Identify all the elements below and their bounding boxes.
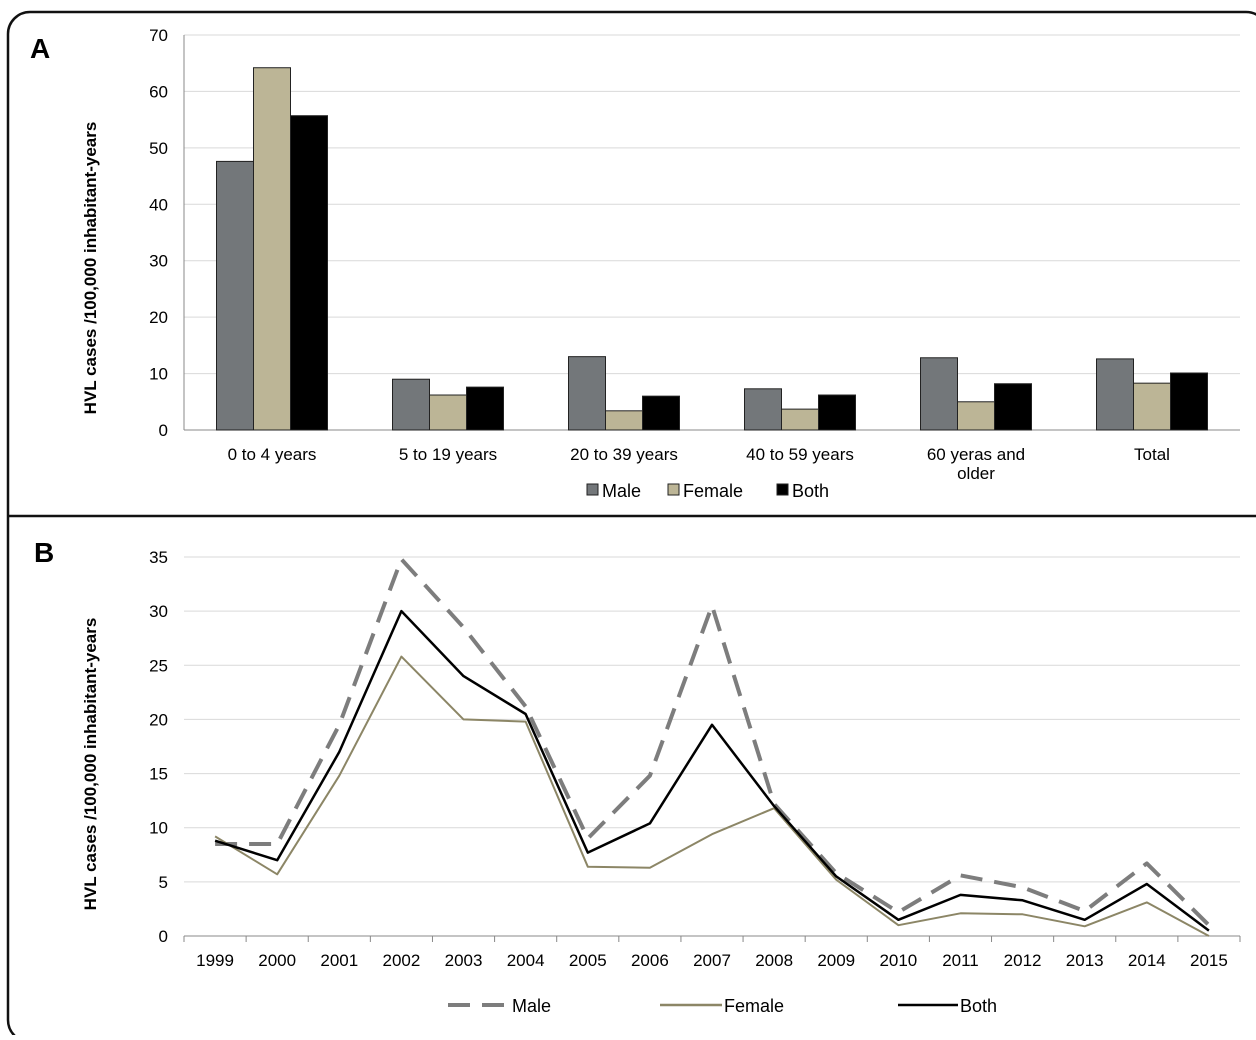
- bar-female-5-to-19-years: [430, 395, 467, 430]
- legend-swatch-male: [587, 484, 598, 495]
- y-tick-label: 0: [159, 421, 168, 440]
- x-tick-label: 2001: [320, 951, 358, 970]
- bar-male-40-to-59-years: [745, 389, 782, 430]
- x-tick-label: 2013: [1066, 951, 1104, 970]
- legend-label-male: Male: [602, 481, 641, 501]
- y-tick-label: 10: [149, 365, 168, 384]
- legend-swatch-both: [777, 484, 788, 495]
- bar-male-20-to-39-years: [569, 357, 606, 430]
- panel-a-x-ticks: 0 to 4 years 5 to 19 years 20 to 39 years 4…: [228, 445, 1170, 483]
- legend-label-female: Female: [724, 996, 784, 1016]
- panel-a-legend: Male Female Both: [587, 481, 829, 501]
- bar-both-40-to-59-years: [819, 395, 856, 430]
- x-tick-label: Total: [1134, 445, 1170, 464]
- line-series-male: [215, 559, 1209, 925]
- y-tick-label: 25: [149, 656, 168, 675]
- panel-b: B 0 5 10 15 20 25 30 35 1999 2000 2001 2002 2003 200…: [34, 537, 1240, 1016]
- bar-both-60-yeras-and-older: [995, 384, 1032, 430]
- bar-both-0-to-4-years: [291, 116, 328, 430]
- bar-male-0-to-4-years: [217, 161, 254, 430]
- legend-label-both: Both: [792, 481, 829, 501]
- x-tick-label: 2005: [569, 951, 607, 970]
- x-tick-label: 20 to 39 years: [570, 445, 678, 464]
- y-tick-label: 30: [149, 252, 168, 271]
- legend-swatch-female: [668, 484, 679, 495]
- bar-both-20-to-39-years: [643, 396, 680, 430]
- y-tick-label: 20: [149, 710, 168, 729]
- x-tick-label-line: 5 to 19 years: [399, 445, 497, 464]
- y-tick-label: 35: [149, 548, 168, 567]
- y-tick-label: 30: [149, 602, 168, 621]
- panel-b-gridlines: [184, 557, 1240, 942]
- x-tick-label: 5 to 19 years: [399, 445, 497, 464]
- x-tick-label: 40 to 59 years: [746, 445, 854, 464]
- bar-both-total: [1171, 373, 1208, 430]
- x-tick-label: 2003: [445, 951, 483, 970]
- x-tick-label: 2010: [879, 951, 917, 970]
- x-tick-label-line: 20 to 39 years: [570, 445, 678, 464]
- y-tick-label: 15: [149, 765, 168, 784]
- panel-b-legend: Male Female Both: [448, 996, 997, 1016]
- x-tick-label: 2000: [258, 951, 296, 970]
- x-tick-label: 2008: [755, 951, 793, 970]
- x-tick-label-line: Total: [1134, 445, 1170, 464]
- y-tick-label: 40: [149, 195, 168, 214]
- y-tick-label: 70: [149, 26, 168, 45]
- panel-a-letter: A: [30, 33, 50, 64]
- line-series-both: [215, 611, 1209, 931]
- y-tick-label: 50: [149, 139, 168, 158]
- legend-label-male: Male: [512, 996, 551, 1016]
- legend-label-both: Both: [960, 996, 997, 1016]
- bar-female-20-to-39-years: [606, 411, 643, 430]
- x-tick-label: 2011: [942, 951, 979, 970]
- panel-b-y-axis-title: HVL cases /100,000 inhabitant-years: [81, 618, 100, 911]
- y-tick-label: 0: [159, 927, 168, 946]
- x-tick-label-line: older: [957, 464, 995, 483]
- x-tick-label: 2002: [382, 951, 420, 970]
- panel-a-bars: [217, 68, 1208, 430]
- bar-female-60-yeras-and-older: [958, 402, 995, 430]
- x-tick-label: 2006: [631, 951, 669, 970]
- bar-female-40-to-59-years: [782, 409, 819, 430]
- bar-male-total: [1097, 359, 1134, 430]
- x-tick-label: 2009: [817, 951, 855, 970]
- x-tick-label-line: 0 to 4 years: [228, 445, 317, 464]
- panel-b-y-ticks: 0 5 10 15 20 25 30 35: [149, 548, 168, 946]
- panel-b-letter: B: [34, 537, 54, 568]
- x-tick-label-line: 40 to 59 years: [746, 445, 854, 464]
- x-tick-label: 2015: [1190, 951, 1228, 970]
- x-tick-label: 1999: [196, 951, 234, 970]
- bar-female-0-to-4-years: [254, 68, 291, 430]
- x-tick-label-line: 60 yeras and: [927, 445, 1025, 464]
- y-tick-label: 5: [159, 873, 168, 892]
- panel-b-lines: [215, 559, 1209, 936]
- bar-male-5-to-19-years: [393, 379, 430, 430]
- legend-label-female: Female: [683, 481, 743, 501]
- x-tick-label: 2004: [507, 951, 545, 970]
- y-tick-label: 20: [149, 308, 168, 327]
- panel-a-y-axis-title: HVL cases /100,000 inhabitant-years: [81, 122, 100, 415]
- bar-both-5-to-19-years: [467, 387, 504, 430]
- panel-a-gridlines: [184, 35, 1240, 430]
- x-tick-label: 2007: [693, 951, 731, 970]
- x-tick-label: 2014: [1128, 951, 1166, 970]
- panel-a-y-ticks: 0 10 20 30 40 50 60 70: [149, 26, 168, 440]
- panel-a: A 0 10 20 30 40 50 60 70 0 to 4 years 5 to 19 ye…: [30, 26, 1240, 501]
- bar-male-60-yeras-and-older: [921, 358, 958, 430]
- x-tick-label: 2012: [1004, 951, 1042, 970]
- panel-b-x-ticks: 1999 2000 2001 2002 2003 2004 2005 2006 2007 2008…: [196, 951, 1228, 970]
- y-tick-label: 10: [149, 819, 168, 838]
- y-tick-label: 60: [149, 82, 168, 101]
- x-tick-label: 0 to 4 years: [228, 445, 317, 464]
- bar-female-total: [1134, 383, 1171, 430]
